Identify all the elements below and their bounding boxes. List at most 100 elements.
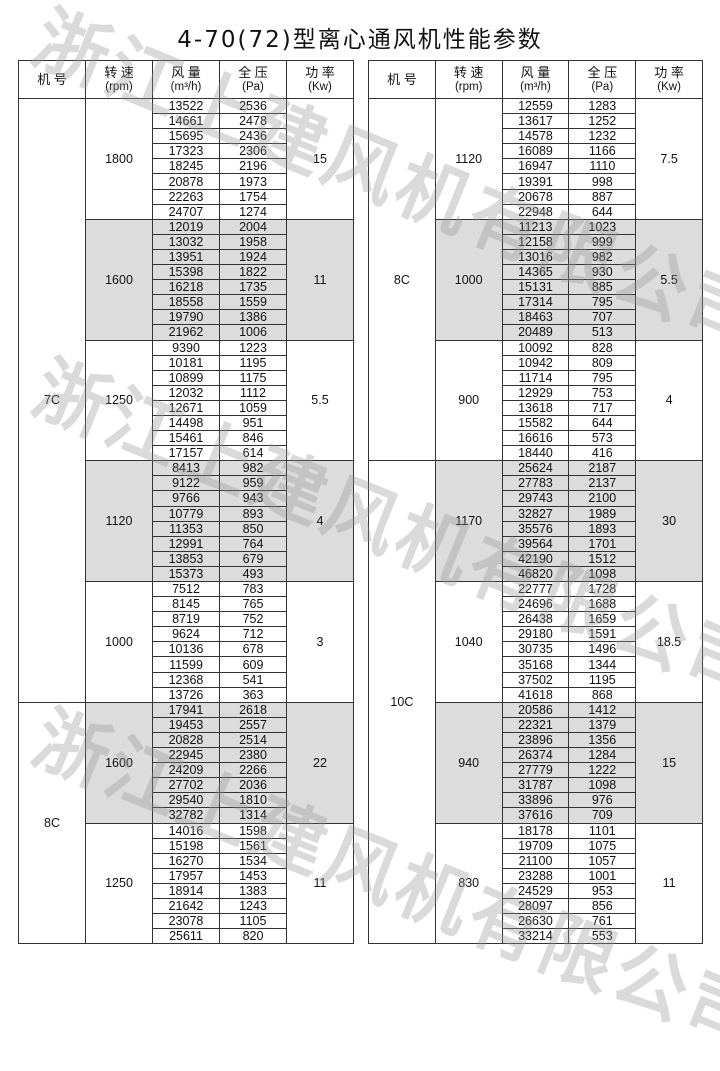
header-label: 风 量 — [520, 64, 551, 80]
table-row: 21962 1006 — [19, 324, 354, 341]
flow-cell: 17314 — [501, 294, 570, 311]
header-label: 功 率 — [305, 64, 335, 80]
table-row: 13617 1252 — [369, 113, 703, 130]
pressure-cell: 1810 — [219, 792, 287, 809]
speed-cell: 1120 — [85, 460, 153, 582]
power-cell: 4 — [286, 460, 354, 582]
header-model: 机 号 — [368, 60, 436, 99]
table-row: 8C 1600 17941 2618 22 — [18, 701, 354, 945]
pressure-cell: 2514 — [219, 731, 287, 749]
flow-cell: 14016 — [152, 822, 220, 839]
power-cell: 3 — [286, 581, 354, 703]
pressure-cell: 887 — [568, 188, 637, 205]
header-label: 全 压 — [238, 64, 268, 80]
flow-cell: 10181 — [152, 354, 220, 371]
flow-cell: 16616 — [501, 430, 570, 447]
table-row: 900 10092 828 4 — [369, 339, 703, 462]
pressure-cell: 1893 — [568, 520, 637, 537]
pressure-cell: 856 — [568, 897, 637, 915]
flow-cell: 41618 — [501, 686, 570, 703]
flow-cell: 13618 — [501, 399, 570, 416]
pressure-cell: 1059 — [219, 399, 287, 416]
flow-cell: 11353 — [152, 520, 220, 537]
table-row: 27783 2137 — [369, 475, 703, 492]
table-row: 9624 712 — [19, 626, 354, 643]
flow-cell: 18178 — [501, 822, 570, 839]
header-label: 风 量 — [171, 64, 201, 80]
pressure-cell: 2478 — [219, 113, 287, 130]
table-row: 27702 2036 — [19, 777, 354, 794]
flow-cell: 25611 — [152, 928, 220, 945]
flow-cell: 39564 — [501, 535, 570, 552]
flow-cell: 9390 — [152, 339, 220, 356]
flow-cell: 15373 — [152, 565, 220, 583]
flow-cell: 37502 — [501, 671, 570, 688]
pressure-cell: 493 — [219, 565, 287, 583]
pressure-cell: 513 — [568, 324, 637, 341]
pressure-cell: 2036 — [219, 777, 287, 794]
pressure-cell: 416 — [568, 445, 637, 462]
flow-cell: 7512 — [152, 580, 220, 598]
table-row: 1600 12019 2004 11 — [19, 218, 354, 341]
pressure-cell: 999 — [568, 233, 637, 250]
flow-cell: 13016 — [501, 248, 570, 266]
table-row: 10C 1170 25624 2187 30 — [368, 460, 703, 945]
speed-cell: 830 — [434, 822, 503, 945]
pressure-cell: 1222 — [568, 762, 637, 779]
power-cell: 4 — [635, 339, 703, 462]
table-row: 14578 1232 — [369, 128, 703, 145]
flow-cell: 32827 — [501, 505, 570, 522]
speed-cell: 1250 — [85, 822, 153, 945]
pressure-cell: 2618 — [219, 701, 287, 718]
flow-cell: 10092 — [501, 339, 570, 356]
flow-cell: 42190 — [501, 550, 570, 567]
table-row: 8C 1120 12559 1283 7.5 — [368, 97, 703, 462]
flow-cell: 14661 — [152, 113, 220, 130]
performance-table-left: 机 号转 速 (rpm) 风 量 (m³/h) 全 压 (Pa) 功 率 (Kw) 7C 1800… — [18, 60, 354, 945]
flow-cell: 20878 — [152, 173, 220, 190]
flow-cell: 37616 — [501, 807, 570, 824]
flow-cell: 24529 — [501, 882, 570, 899]
table-row: 10899 1175 — [19, 369, 354, 386]
pressure-cell: 753 — [568, 384, 637, 401]
pressure-cell: 982 — [219, 460, 287, 477]
power-cell: 18.5 — [635, 581, 703, 703]
flow-cell: 14498 — [152, 414, 220, 432]
table-row: 46820 1098 — [369, 565, 703, 583]
table-row: 25611 820 — [19, 928, 354, 945]
model-cell: 7C — [18, 98, 86, 703]
pressure-cell: 1958 — [219, 233, 287, 250]
header-unit: (m³/h) — [520, 80, 551, 93]
table-row: 11353 850 — [19, 520, 354, 537]
flow-cell: 11714 — [501, 369, 570, 386]
speed-cell: 1040 — [434, 581, 503, 703]
table-row: 13016 982 — [369, 248, 703, 266]
flow-cell: 14578 — [501, 128, 570, 145]
table-row: 21100 1057 — [369, 852, 703, 869]
model-cell: 8C — [368, 97, 436, 462]
flow-cell: 13032 — [152, 233, 220, 250]
table-row: 33896 976 — [369, 792, 703, 809]
flow-cell: 33896 — [501, 792, 570, 809]
flow-cell: 35576 — [501, 520, 570, 537]
flow-cell: 17941 — [152, 701, 220, 718]
pressure-cell: 1356 — [568, 731, 637, 749]
pressure-cell: 1728 — [568, 580, 637, 598]
flow-cell: 28097 — [501, 897, 570, 915]
table-row: 19453 2557 — [19, 716, 354, 733]
pressure-cell: 1379 — [568, 716, 637, 733]
pressure-cell: 1232 — [568, 128, 637, 145]
pressure-cell: 1383 — [219, 882, 287, 899]
pressure-cell: 2266 — [219, 762, 287, 779]
flow-cell: 12991 — [152, 535, 220, 552]
header-unit: (Kw) — [657, 80, 681, 93]
table-row: 24707 1274 — [19, 203, 354, 220]
pressure-cell: 850 — [219, 520, 287, 537]
flow-cell: 18245 — [152, 158, 220, 175]
pressure-cell: 2306 — [219, 143, 287, 160]
table-row: 940 20586 1412 15 — [369, 701, 703, 824]
speed-cell: 900 — [434, 339, 503, 462]
table-row: 12991 764 — [19, 535, 354, 552]
table-row: 13951 1924 — [19, 248, 354, 266]
flow-cell: 29540 — [152, 792, 220, 809]
